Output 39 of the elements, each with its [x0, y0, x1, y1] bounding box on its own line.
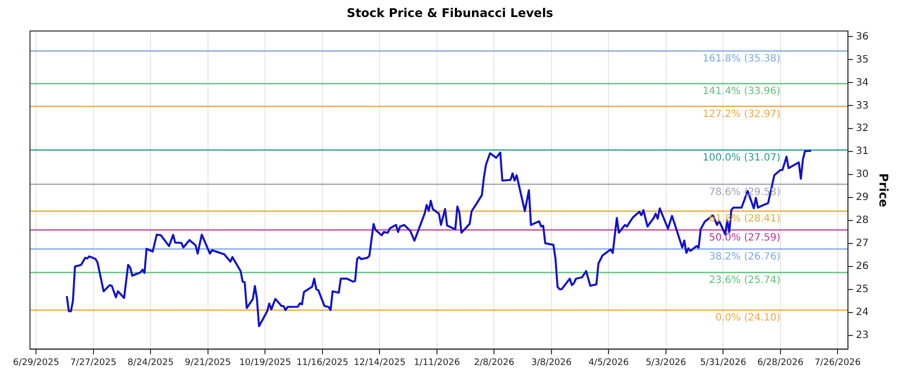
x-tick-label: 3/8/2026: [531, 358, 572, 368]
y-tick-label: 32: [856, 123, 869, 134]
x-tick-label: 5/31/2026: [700, 358, 746, 368]
y-tick-label: 36: [856, 31, 869, 42]
x-tick-label: 6/29/2025: [13, 358, 60, 368]
x-tick-label: 2/8/2026: [474, 358, 515, 368]
x-tick-label: 10/19/2025: [239, 358, 292, 368]
y-tick-label: 31: [856, 146, 869, 158]
y-tick-label: 33: [856, 100, 869, 112]
ref-line-label: 141.4% (33.96): [702, 86, 780, 98]
y-tick-label: 25: [856, 284, 869, 296]
y-tick-label: 30: [856, 169, 869, 180]
x-tick-label: 7/26/2026: [814, 358, 861, 368]
ref-line-label: 0.0% (24.10): [715, 312, 780, 324]
y-axis-title: Price: [876, 173, 891, 208]
x-tick-label: 7/27/2025: [70, 358, 116, 368]
x-tick-label: 1/11/2026: [414, 358, 460, 368]
x-tick-label: 12/14/2025: [354, 358, 406, 368]
y-tick-label: 35: [856, 54, 869, 66]
y-tick-label: 29: [856, 192, 869, 204]
y-tick-label: 23: [856, 330, 869, 342]
ref-line-label: 38.2% (26.76): [709, 252, 780, 263]
x-tick-label: 9/21/2025: [184, 358, 231, 368]
y-tick-label: 28: [856, 215, 869, 226]
x-tick-label: 4/5/2026: [588, 358, 630, 368]
ref-line-label: 161.8% (35.38): [702, 54, 780, 65]
chart-title: Stock Price & Fibunacci Levels: [346, 5, 554, 22]
x-tick-label: 8/24/2025: [128, 358, 174, 368]
x-tick-label: 6/28/2026: [757, 358, 804, 368]
ref-line-label: 23.6% (25.74): [709, 275, 780, 286]
ref-line-label: 100.0% (31.07): [702, 152, 780, 164]
ref-line-label: 50.0% (27.59): [709, 232, 780, 244]
y-tick-label: 27: [856, 238, 869, 250]
y-tick-label: 26: [856, 261, 869, 272]
y-tick-label: 34: [856, 77, 869, 88]
ref-line-label: 127.2% (32.97): [702, 108, 780, 120]
x-tick-label: 5/3/2026: [646, 358, 686, 368]
y-tick-label: 24: [856, 307, 869, 318]
x-tick-label: 11/16/2025: [296, 358, 348, 368]
